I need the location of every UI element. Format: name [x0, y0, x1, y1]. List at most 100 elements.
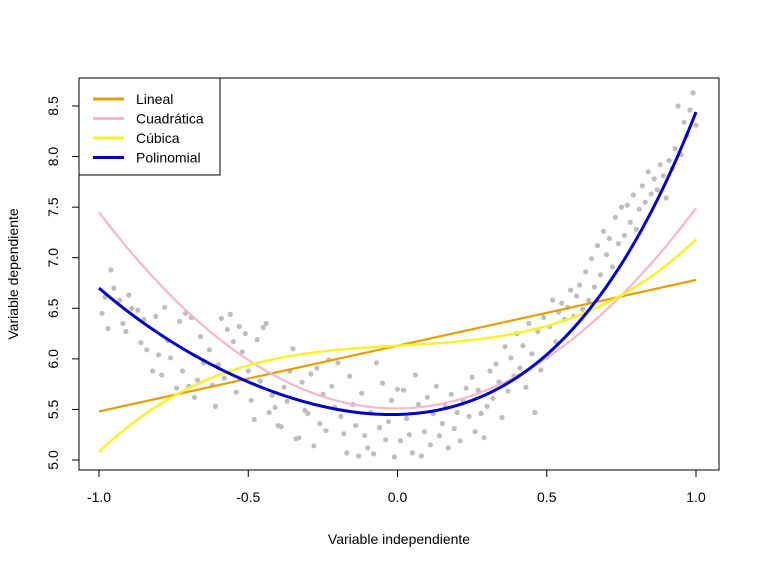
x-tick-label: 1.0 [686, 489, 706, 505]
data-point-180 [651, 176, 657, 182]
data-point-171 [624, 202, 630, 208]
data-point-78 [347, 373, 353, 379]
data-point-158 [585, 297, 592, 303]
data-point-109 [439, 421, 445, 427]
data-point-174 [633, 226, 639, 232]
data-point-120 [472, 429, 478, 435]
data-point-77 [344, 450, 350, 456]
data-point-137 [523, 384, 529, 390]
data-point-125 [487, 368, 493, 374]
data-point-83 [362, 433, 368, 439]
data-point-164 [603, 252, 610, 258]
data-point-170 [621, 232, 628, 239]
data-point-112 [448, 391, 454, 397]
data-point-4 [111, 285, 117, 291]
legend-label: Cuadrática [136, 111, 204, 127]
data-point-168 [615, 241, 622, 247]
data-point-6 [120, 320, 126, 327]
data-point-115 [457, 438, 463, 444]
data-point-27 [191, 394, 198, 400]
data-point-102 [418, 453, 424, 459]
x-tick-label: -0.5 [236, 489, 260, 505]
data-point-99 [409, 450, 415, 456]
y-axis: 5.0 5.5 6.0 6.5 7.0 7.5 8.0 8.5 [45, 96, 80, 470]
data-point-89 [380, 380, 386, 386]
data-point-10 [135, 307, 141, 313]
y-tick-label: 7.0 [45, 248, 61, 268]
data-point-13 [144, 347, 150, 353]
data-point-146 [550, 297, 556, 303]
data-point-64 [305, 410, 311, 417]
data-point-75 [338, 413, 344, 420]
data-point-8 [126, 292, 132, 298]
data-point-20 [168, 355, 174, 361]
data-point-147 [553, 339, 559, 345]
data-point-39 [230, 339, 236, 345]
data-point-36 [221, 375, 227, 381]
data-point-166 [609, 264, 616, 270]
data-point-104 [424, 394, 430, 400]
data-point-107 [433, 383, 439, 389]
y-tick-label: 8.5 [45, 96, 61, 116]
data-point-56 [281, 384, 287, 390]
data-point-82 [359, 390, 365, 396]
data-point-140 [532, 409, 538, 416]
data-point-46 [251, 416, 257, 423]
data-point-173 [630, 192, 636, 198]
data-point-149 [559, 300, 565, 306]
data-point-118 [466, 413, 472, 420]
data-point-138 [526, 320, 532, 327]
data-point-159 [588, 256, 595, 262]
data-point-7 [123, 328, 129, 335]
data-point-94 [394, 386, 401, 392]
data-point-66 [311, 443, 317, 449]
data-point-70 [323, 428, 329, 434]
data-point-76 [341, 431, 347, 437]
data-point-74 [335, 360, 341, 366]
data-point-35 [218, 315, 224, 321]
data-point-127 [493, 361, 499, 367]
x-tick-label: 0.5 [537, 489, 557, 505]
legend-label: Cúbica [136, 130, 180, 146]
data-point-135 [517, 365, 523, 371]
data-point-61 [296, 435, 302, 441]
x-tick-label: 0.0 [388, 489, 408, 505]
data-point-122 [478, 410, 484, 417]
series-line-cbica [98, 238, 697, 453]
data-point-93 [391, 454, 398, 460]
legend: Lineal Cuadrática Cúbica Polinomial [78, 77, 221, 176]
data-point-14 [150, 368, 156, 374]
data-point-142 [538, 367, 544, 373]
data-point-190 [681, 119, 687, 125]
data-point-129 [499, 414, 505, 421]
data-point-152 [568, 287, 574, 293]
data-point-97 [403, 415, 410, 422]
data-point-31 [206, 347, 212, 353]
data-point-172 [627, 219, 633, 225]
data-point-28 [194, 377, 201, 383]
data-point-176 [639, 183, 645, 189]
data-point-167 [612, 214, 619, 220]
data-point-81 [356, 453, 362, 459]
data-point-130 [502, 344, 508, 350]
data-point-165 [606, 235, 613, 242]
data-point-184 [663, 195, 669, 201]
data-point-5 [117, 297, 123, 303]
data-point-105 [427, 442, 433, 448]
data-point-49 [260, 324, 266, 331]
data-point-72 [329, 383, 335, 389]
data-point-126 [490, 395, 496, 401]
data-point-183 [660, 173, 666, 179]
data-point-169 [618, 204, 625, 210]
data-point-88 [377, 425, 383, 431]
data-point-124 [484, 403, 490, 409]
data-point-21 [174, 385, 180, 391]
data-point-121 [475, 387, 481, 393]
data-point-132 [508, 355, 514, 361]
data-point-47 [254, 337, 260, 343]
data-point-51 [266, 409, 272, 416]
data-point-175 [636, 206, 642, 212]
data-point-194 [693, 122, 699, 128]
y-tick-label: 5.5 [45, 399, 61, 419]
x-axis-label: Variable independiente [328, 531, 470, 547]
